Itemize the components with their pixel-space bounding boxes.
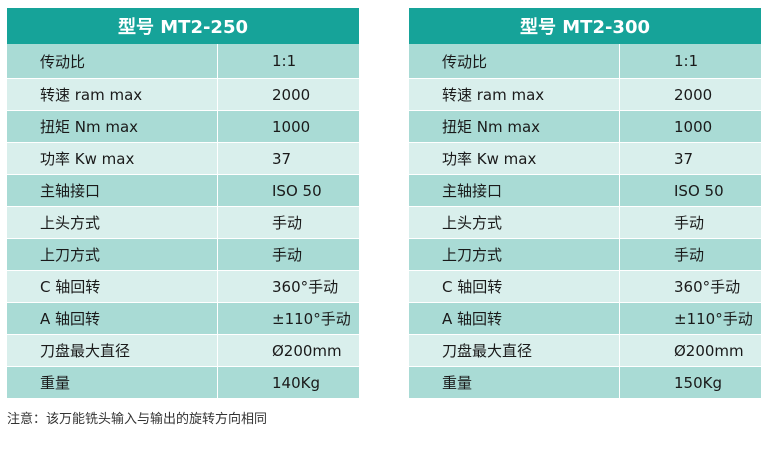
- table-row: 上头方式 手动: [409, 206, 761, 239]
- row-value: 37: [619, 142, 761, 175]
- table-row: C 轴回转 360°手动: [409, 270, 761, 303]
- row-value: 1000: [619, 110, 761, 143]
- table-row: A 轴回转 ±110°手动: [7, 302, 359, 335]
- table-row: A 轴回转 ±110°手动: [409, 302, 761, 335]
- row-value: 360°手动: [619, 270, 761, 303]
- row-label: 功率 Kw max: [409, 142, 620, 175]
- row-value: ±110°手动: [217, 302, 359, 335]
- table-row: 上头方式 手动: [7, 206, 359, 239]
- table-row: 主轴接口 ISO 50: [7, 174, 359, 207]
- table-row: 主轴接口 ISO 50: [409, 174, 761, 207]
- row-value: 手动: [217, 206, 359, 239]
- row-value: 2000: [619, 78, 761, 111]
- table-row: C 轴回转 360°手动: [7, 270, 359, 303]
- row-label: 功率 Kw max: [7, 142, 218, 175]
- table-row: 上刀方式 手动: [7, 238, 359, 271]
- row-label: C 轴回转: [7, 270, 218, 303]
- row-value: 2000: [217, 78, 359, 111]
- row-value: 手动: [619, 206, 761, 239]
- row-label: 上头方式: [409, 206, 620, 239]
- table-row: 刀盘最大直径 Ø200mm: [409, 334, 761, 367]
- table-row: 扭矩 Nm max 1000: [409, 110, 761, 143]
- row-value: 手动: [217, 238, 359, 271]
- row-value: 140Kg: [217, 366, 359, 398]
- row-label: 主轴接口: [409, 174, 620, 207]
- row-label: 传动比: [7, 44, 218, 79]
- row-label: C 轴回转: [409, 270, 620, 303]
- footnote: 注意：该万能铣头输入与输出的旋转方向相同: [7, 412, 268, 427]
- table-row: 重量 140Kg: [7, 366, 359, 398]
- row-label: 上刀方式: [7, 238, 218, 271]
- table-row: 扭矩 Nm max 1000: [7, 110, 359, 143]
- row-label: 转速 ram max: [409, 78, 620, 111]
- table-row: 功率 Kw max 37: [7, 142, 359, 175]
- row-value: 1:1: [619, 44, 761, 79]
- table-row: 转速 ram max 2000: [7, 78, 359, 111]
- row-label: 转速 ram max: [7, 78, 218, 111]
- row-value: 360°手动: [217, 270, 359, 303]
- table-row: 上刀方式 手动: [409, 238, 761, 271]
- row-value: Ø200mm: [217, 334, 359, 367]
- row-value: Ø200mm: [619, 334, 761, 367]
- row-value: ±110°手动: [619, 302, 761, 335]
- row-label: 主轴接口: [7, 174, 218, 207]
- spec-table-mt2-250: 型号 MT2-250 传动比 1:1 转速 ram max 2000 扭矩 Nm m…: [7, 8, 359, 398]
- row-value: ISO 50: [217, 174, 359, 207]
- row-value: 1000: [217, 110, 359, 143]
- table-row: 重量 150Kg: [409, 366, 761, 398]
- table-row: 刀盘最大直径 Ø200mm: [7, 334, 359, 367]
- row-label: 上刀方式: [409, 238, 620, 271]
- table-title: 型号 MT2-250: [7, 8, 359, 44]
- row-label: 刀盘最大直径: [7, 334, 218, 367]
- row-value: ISO 50: [619, 174, 761, 207]
- table-row: 传动比 1:1: [409, 44, 761, 79]
- row-label: 重量: [409, 366, 620, 398]
- row-label: 重量: [7, 366, 218, 398]
- row-label: 上头方式: [7, 206, 218, 239]
- row-value: 1:1: [217, 44, 359, 79]
- row-label: 扭矩 Nm max: [7, 110, 218, 143]
- table-row: 传动比 1:1: [7, 44, 359, 79]
- row-label: 传动比: [409, 44, 620, 79]
- row-label: 刀盘最大直径: [409, 334, 620, 367]
- row-label: A 轴回转: [7, 302, 218, 335]
- table-row: 转速 ram max 2000: [409, 78, 761, 111]
- row-value: 150Kg: [619, 366, 761, 398]
- row-value: 手动: [619, 238, 761, 271]
- row-value: 37: [217, 142, 359, 175]
- row-label: A 轴回转: [409, 302, 620, 335]
- table-title: 型号 MT2-300: [409, 8, 761, 44]
- row-label: 扭矩 Nm max: [409, 110, 620, 143]
- spec-table-mt2-300: 型号 MT2-300 传动比 1:1 转速 ram max 2000 扭矩 Nm m…: [409, 8, 761, 398]
- table-row: 功率 Kw max 37: [409, 142, 761, 175]
